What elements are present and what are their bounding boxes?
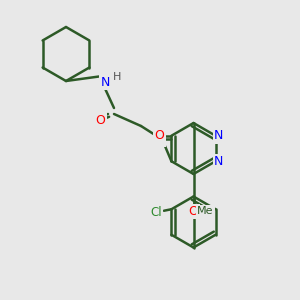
Text: O: O bbox=[96, 113, 105, 127]
Text: O: O bbox=[154, 129, 164, 142]
Text: S: S bbox=[157, 133, 164, 146]
Text: Cl: Cl bbox=[151, 206, 162, 219]
Text: Me: Me bbox=[197, 206, 214, 217]
Text: H: H bbox=[113, 71, 121, 82]
Text: N: N bbox=[100, 76, 110, 89]
Text: N: N bbox=[214, 129, 223, 142]
Text: O: O bbox=[189, 205, 198, 218]
Text: N: N bbox=[214, 155, 223, 168]
